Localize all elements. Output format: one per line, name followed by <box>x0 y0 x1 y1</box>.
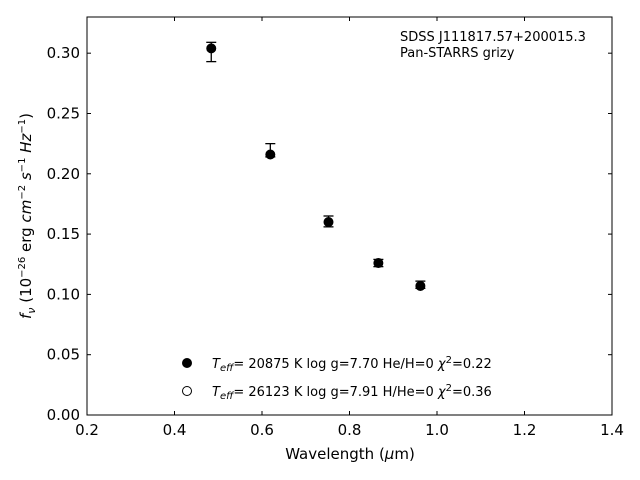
annotation-survey: Pan-STARRS grizy <box>400 46 515 61</box>
legend-marker <box>182 358 192 368</box>
x-tick-label: 0.4 <box>163 421 187 439</box>
data-point <box>265 149 276 160</box>
legend: Teff= 20875 K log g=7.70 He/H=0 χ2=0.22 T… <box>182 355 492 402</box>
plot-area-frame <box>86 16 613 416</box>
x-tick-label: 0.6 <box>250 421 274 439</box>
data-point <box>323 217 334 228</box>
annotation-object-name: SDSS J111817.57+200015.3 <box>400 30 586 45</box>
x-tick-label: 0.8 <box>338 421 362 439</box>
y-tick-label: 0.00 <box>47 406 80 424</box>
x-tick-label: 0.2 <box>75 421 99 439</box>
y-tick-label: 0.05 <box>47 346 80 364</box>
x-tick-label: 1.4 <box>600 421 624 439</box>
y-tick-label: 0.30 <box>47 44 80 62</box>
legend-entry: Teff= 20875 K log g=7.70 He/H=0 χ2=0.22 <box>212 355 492 374</box>
data-point <box>206 43 217 54</box>
y-tick-label: 0.25 <box>47 104 80 122</box>
x-axis: 0.2 0.4 0.6 0.8 1.0 1.2 1.4 <box>75 17 624 439</box>
x-axis-title: Wavelength (μm) <box>285 445 415 463</box>
y-axis-title: fν (10−26 erg cm−2 s−1 Hz−1) <box>17 113 38 319</box>
legend-marker <box>182 386 192 396</box>
x-tick-label: 1.0 <box>425 421 449 439</box>
data-point <box>415 280 426 291</box>
legend-entry: Teff= 26123 K log g=7.91 H/He=0 χ2=0.36 <box>212 383 492 402</box>
data-point <box>373 258 384 269</box>
x-tick-label: 1.2 <box>513 421 537 439</box>
error-bars <box>206 41 426 290</box>
y-tick-label: 0.10 <box>47 285 80 303</box>
y-tick-label: 0.15 <box>47 225 80 243</box>
y-axis: 0.00 0.05 0.10 0.15 0.20 0.25 0.30 <box>47 44 612 424</box>
data-points <box>206 43 426 291</box>
y-tick-label: 0.20 <box>47 165 80 183</box>
